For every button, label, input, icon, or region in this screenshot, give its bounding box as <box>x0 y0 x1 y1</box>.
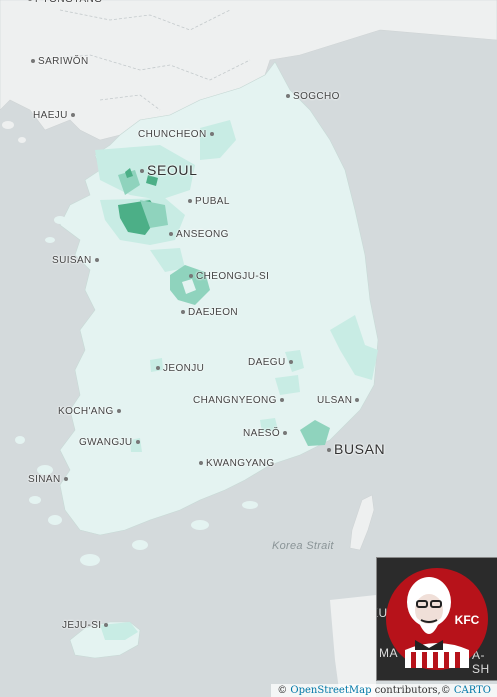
city-dot <box>94 258 99 263</box>
city-label[interactable]: ULSAN <box>317 395 362 406</box>
city-label[interactable]: SOGCHO <box>283 91 340 102</box>
city-label[interactable]: SEOUL <box>137 162 197 178</box>
southwest-islands <box>15 216 258 566</box>
city-dot <box>116 409 121 414</box>
kfc-logo: KFC <box>386 568 488 670</box>
city-label[interactable]: PUBAL <box>185 196 230 207</box>
city-label[interactable]: KWANGYANG <box>196 458 275 469</box>
city-label[interactable]: GWANGJU <box>79 437 143 448</box>
city-dot <box>156 366 160 371</box>
kfc-logo-text: KFC <box>455 613 480 627</box>
city-label[interactable]: JEONJU <box>153 363 204 374</box>
choropleth-regions <box>95 120 378 452</box>
city-dot <box>169 232 173 237</box>
city-dot <box>140 169 144 174</box>
tsushima-island <box>349 494 375 551</box>
map-attribution: © OpenStreetMap contributors,© CARTO <box>271 684 497 697</box>
city-label[interactable]: CHANGNYEONG <box>193 395 287 406</box>
city-label[interactable]: PYONGYANG <box>25 0 102 5</box>
city-dot <box>135 440 140 445</box>
city-dot <box>188 199 192 204</box>
city-dot <box>189 274 193 279</box>
city-label[interactable]: SUISAN <box>52 255 102 266</box>
city-dot <box>283 431 288 436</box>
city-dot <box>327 448 331 453</box>
city-label[interactable]: BUSAN <box>324 441 385 457</box>
city-label[interactable]: SARIWŎN <box>28 56 89 67</box>
city-label[interactable]: SINAN <box>28 474 71 485</box>
city-dot <box>279 398 284 403</box>
city-label[interactable]: DAEJEON <box>178 307 238 318</box>
city-dot <box>286 94 290 99</box>
panel-label-bottom: MA <box>379 646 398 660</box>
city-dot <box>70 113 75 118</box>
city-label[interactable]: CHUNCHEON <box>138 129 217 140</box>
city-dot <box>288 360 293 365</box>
carto-link[interactable]: CARTO <box>453 685 491 696</box>
city-label[interactable]: DAEGU <box>248 357 296 368</box>
island <box>18 137 26 143</box>
city-dot <box>199 461 203 466</box>
city-label[interactable]: KOCH'ANG <box>58 406 124 417</box>
city-label[interactable]: JEJU-SI <box>62 620 111 631</box>
osm-link[interactable]: OpenStreetMap <box>290 685 372 696</box>
city-dot <box>104 623 109 628</box>
city-dot <box>28 0 32 2</box>
city-dot <box>181 310 185 315</box>
city-label[interactable]: NAESŎ <box>243 428 290 439</box>
city-dot <box>31 59 35 64</box>
city-label[interactable]: CHEONGJU-SI <box>186 271 269 282</box>
japan-land <box>330 595 376 697</box>
city-label[interactable]: ANSEONG <box>166 229 229 240</box>
panel-label-left: FUKU <box>377 606 388 620</box>
jeju-region-fill <box>100 622 138 640</box>
border-line <box>39 9 251 111</box>
city-dot <box>63 477 68 482</box>
logo-popup[interactable]: FUKU A-SH MA KFC <box>376 557 497 681</box>
city-dot <box>209 132 214 137</box>
city-dot <box>355 398 360 403</box>
city-label[interactable]: HAEJU <box>33 110 78 121</box>
sea-label: Korea Strait <box>272 540 334 552</box>
island <box>2 121 14 129</box>
